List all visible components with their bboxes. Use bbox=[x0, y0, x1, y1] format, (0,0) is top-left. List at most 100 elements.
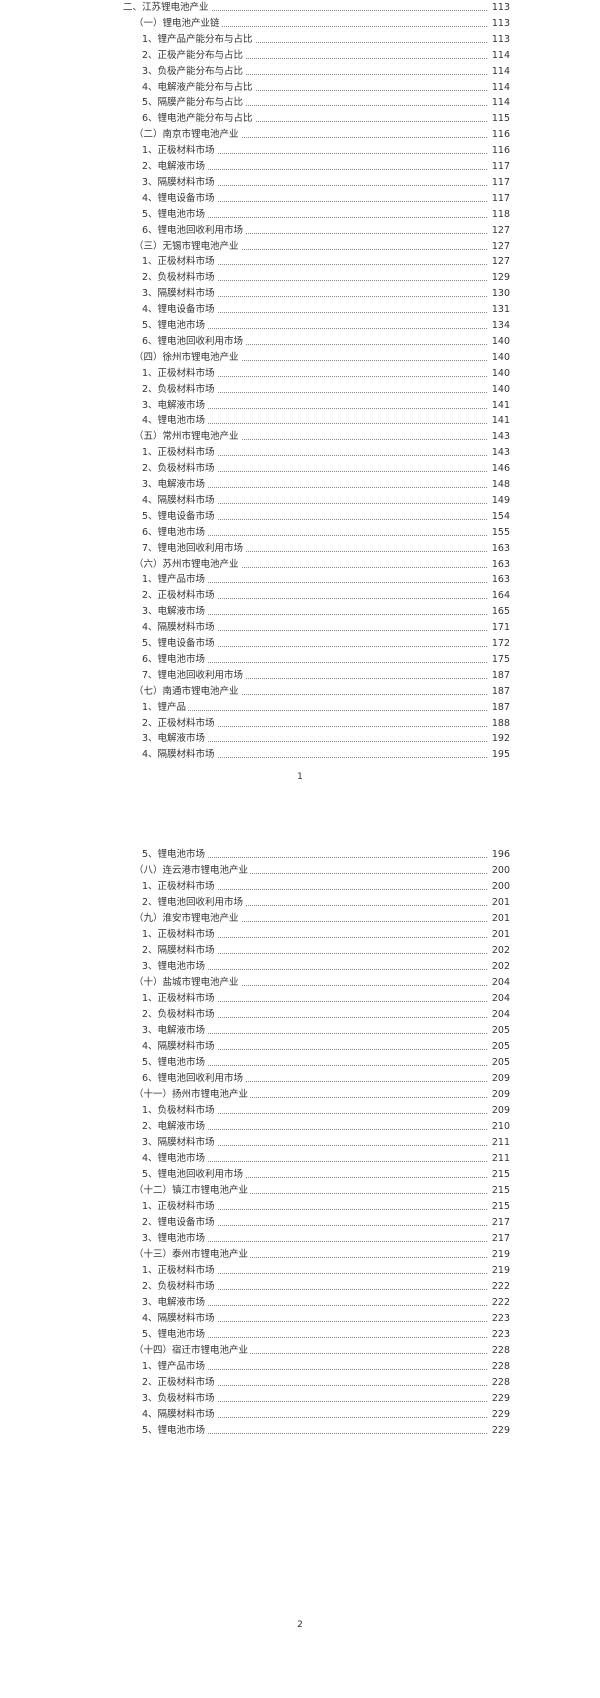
toc-entry[interactable]: 5、锂电设备市场 172 bbox=[0, 636, 600, 652]
toc-entry[interactable]: 3、电解液市场 192 bbox=[0, 731, 600, 748]
toc-entry[interactable]: 6、锂电池产能分布与占比 115 bbox=[0, 111, 600, 128]
toc-entry[interactable]: 1、正极材料市场 200 bbox=[0, 879, 600, 895]
toc-entry[interactable]: 5、锂电池市场 205 bbox=[0, 1055, 600, 1071]
toc-entry[interactable]: 2、负极材料市场 146 bbox=[0, 461, 600, 478]
toc-entry[interactable]: 5、锂电池市场 134 bbox=[0, 318, 600, 334]
toc-entry[interactable]: 3、电解液市场 148 bbox=[0, 477, 600, 493]
toc-entry[interactable]: 2、电解液市场 117 bbox=[0, 159, 600, 175]
toc-entry[interactable]: 6、锂电池市场 155 bbox=[0, 524, 600, 541]
toc-entry[interactable]: 1、正极材料市场 127 bbox=[0, 254, 600, 271]
toc-entry[interactable]: 7、锂电池回收利用市场 187 bbox=[0, 667, 600, 684]
toc-entry[interactable]: 7、锂电池回收利用市场 163 bbox=[0, 540, 600, 557]
toc-entry[interactable]: 3、电解液市场 205 bbox=[0, 1023, 600, 1039]
toc-entry[interactable]: 6、锂电池回收利用市场 209 bbox=[0, 1071, 600, 1087]
toc-entry[interactable]: 5、锂电池市场 229 bbox=[0, 1423, 600, 1439]
toc-entry[interactable]: 2、锂电池回收利用市场 201 bbox=[0, 895, 600, 911]
toc-entry[interactable]: 3、电解液市场 141 bbox=[0, 397, 600, 414]
toc-entry[interactable]: 3、隔膜材料市场 130 bbox=[0, 286, 600, 303]
toc-entry[interactable]: （十一）扬州市锂电池产业 209 bbox=[0, 1087, 600, 1103]
toc-entry[interactable]: 4、电解液产能分布与占比 114 bbox=[0, 79, 600, 96]
toc-entry[interactable]: 1、正极材料市场 143 bbox=[0, 445, 600, 462]
toc-entry[interactable]: 4、锂电设备市场 117 bbox=[0, 190, 600, 207]
toc-entry[interactable]: 2、负极材料市场 129 bbox=[0, 270, 600, 287]
toc-entry[interactable]: 5、锂电设备市场 154 bbox=[0, 508, 600, 525]
toc-entry[interactable]: 2、正极材料市场 188 bbox=[0, 715, 600, 732]
toc-entry[interactable]: 6、锂电池市场 175 bbox=[0, 651, 600, 668]
toc-entry[interactable]: 1、锂产品市场 163 bbox=[0, 572, 600, 589]
toc-entry[interactable]: 2、正极材料市场 228 bbox=[0, 1375, 600, 1391]
toc-entry[interactable]: 2、隔膜材料市场 202 bbox=[0, 943, 600, 959]
toc-entry[interactable]: 1、正极材料市场 116 bbox=[0, 143, 600, 160]
toc-entry[interactable]: （七）南通市锂电池产业 187 bbox=[0, 683, 600, 700]
toc-entry[interactable]: 2、负极材料市场 140 bbox=[0, 381, 600, 398]
toc-entry[interactable]: 3、负极材料市场 229 bbox=[0, 1391, 600, 1407]
toc-entry[interactable]: 3、隔膜材料市场 117 bbox=[0, 174, 600, 191]
toc-entry-page: 141 bbox=[491, 399, 510, 411]
toc-entry[interactable]: 5、锂电池市场 223 bbox=[0, 1327, 600, 1343]
toc-entry[interactable]: （一）锂电池产业链 113 bbox=[0, 15, 600, 32]
toc-entry-page: 163 bbox=[491, 542, 510, 554]
toc-entry[interactable]: 3、隔膜材料市场 211 bbox=[0, 1135, 600, 1151]
toc-entry[interactable]: （八）连云港市锂电池产业 200 bbox=[0, 863, 600, 879]
toc-entry[interactable]: 6、锂电池回收利用市场 127 bbox=[0, 222, 600, 239]
toc-entry[interactable]: 5、锂电池回收利用市场 215 bbox=[0, 1167, 600, 1183]
toc-entry[interactable]: 1、正极材料市场 219 bbox=[0, 1263, 600, 1279]
toc-entry[interactable]: 1、锂产品产能分布与占比 113 bbox=[0, 31, 600, 48]
toc-entry[interactable]: 2、正极产能分布与占比 114 bbox=[0, 47, 600, 64]
toc-entry-title: 2、正极材料市场 bbox=[142, 715, 217, 732]
toc-entry[interactable]: 4、锂电设备市场 131 bbox=[0, 302, 600, 319]
dot-leader bbox=[142, 1081, 487, 1082]
toc-entry[interactable]: 2、电解液市场 210 bbox=[0, 1119, 600, 1135]
toc-entry[interactable]: （十四）宿迁市锂电池产业 228 bbox=[0, 1343, 600, 1359]
toc-entry[interactable]: 1、锂产品市场 228 bbox=[0, 1359, 600, 1375]
page-number: 2 bbox=[297, 1620, 303, 1630]
toc-entry[interactable]: （三）无锡市锂电池产业 127 bbox=[0, 238, 600, 255]
toc-entry[interactable]: （六）苏州市锂电池产业 163 bbox=[0, 556, 600, 573]
toc-entry[interactable]: 4、隔膜材料市场 205 bbox=[0, 1039, 600, 1055]
toc-entry[interactable]: 1、正极材料市场 204 bbox=[0, 991, 600, 1007]
toc-entry[interactable]: （九）淮安市锂电池产业 201 bbox=[0, 911, 600, 927]
toc-entry[interactable]: 2、负极材料市场 222 bbox=[0, 1279, 600, 1295]
toc-entry[interactable]: 3、电解液市场 165 bbox=[0, 604, 600, 621]
toc-entry[interactable]: 4、隔膜材料市场 223 bbox=[0, 1311, 600, 1327]
toc-entry[interactable]: 3、电解液市场 222 bbox=[0, 1295, 600, 1311]
toc-entry[interactable]: 1、正极材料市场 215 bbox=[0, 1199, 600, 1215]
toc-entry[interactable]: （十二）镇江市锂电池产业 215 bbox=[0, 1183, 600, 1199]
toc-entry-title: （七）南通市锂电池产业 bbox=[134, 683, 241, 700]
toc-entry[interactable]: 4、隔膜材料市场 149 bbox=[0, 492, 600, 509]
toc-entry-page: 118 bbox=[491, 208, 510, 220]
toc-entry[interactable]: 2、锂电设备市场 217 bbox=[0, 1215, 600, 1231]
toc-entry[interactable]: （十）盐城市锂电池产业 204 bbox=[0, 975, 600, 991]
toc-entry[interactable]: （五）常州市锂电池产业 143 bbox=[0, 429, 600, 446]
toc-entry[interactable]: 5、锂电池市场 196 bbox=[0, 847, 600, 863]
toc-entry[interactable]: 1、负极材料市场 209 bbox=[0, 1103, 600, 1119]
toc-entry[interactable]: 1、锂产品 187 bbox=[0, 699, 600, 716]
toc-entry[interactable]: 3、负极产能分布与占比 114 bbox=[0, 63, 600, 80]
toc-entry[interactable]: 4、锂电池市场 211 bbox=[0, 1151, 600, 1167]
toc-entry-title: 5、锂电设备市场 bbox=[142, 508, 217, 525]
toc-entry-page: 219 bbox=[491, 1265, 510, 1276]
dot-leader bbox=[142, 1369, 487, 1370]
toc-entry[interactable]: 1、正极材料市场 140 bbox=[0, 365, 600, 382]
toc-entry-page: 200 bbox=[491, 881, 510, 892]
toc-entry[interactable]: 2、正极材料市场 164 bbox=[0, 588, 600, 605]
toc-entry[interactable]: 3、锂电池市场 202 bbox=[0, 959, 600, 975]
toc-entry[interactable]: 5、锂电池市场 118 bbox=[0, 206, 600, 223]
toc-entry[interactable]: 4、隔膜材料市场 195 bbox=[0, 747, 600, 764]
toc-entry[interactable]: 4、隔膜材料市场 171 bbox=[0, 620, 600, 637]
toc-entry[interactable]: 1、正极材料市场 201 bbox=[0, 927, 600, 943]
toc-entry[interactable]: 4、锂电池市场 141 bbox=[0, 413, 600, 430]
toc-entry-title: 5、锂电池市场 bbox=[142, 1327, 208, 1343]
toc-entry-page: 204 bbox=[491, 1009, 510, 1020]
toc-entry[interactable]: 5、隔膜产能分布与占比 114 bbox=[0, 95, 600, 112]
toc-entry[interactable]: （四）徐州市锂电池产业 140 bbox=[0, 349, 600, 366]
toc-entry[interactable]: 6、锂电池回收利用市场 140 bbox=[0, 333, 600, 350]
toc-entry[interactable]: 4、隔膜材料市场 229 bbox=[0, 1407, 600, 1423]
toc-entry[interactable]: （十三）泰州市锂电池产业 219 bbox=[0, 1247, 600, 1263]
toc-entry[interactable]: 二、江苏锂电池产业 113 bbox=[0, 0, 600, 16]
toc-entry-title: 6、锂电池产能分布与占比 bbox=[142, 111, 255, 128]
toc-entry[interactable]: 2、负极材料市场 204 bbox=[0, 1007, 600, 1023]
toc-entry[interactable]: （二）南京市锂电池产业 116 bbox=[0, 127, 600, 144]
toc-entry[interactable]: 3、锂电池市场 217 bbox=[0, 1231, 600, 1247]
toc-entry-title: 1、锂产品市场 bbox=[142, 572, 208, 589]
